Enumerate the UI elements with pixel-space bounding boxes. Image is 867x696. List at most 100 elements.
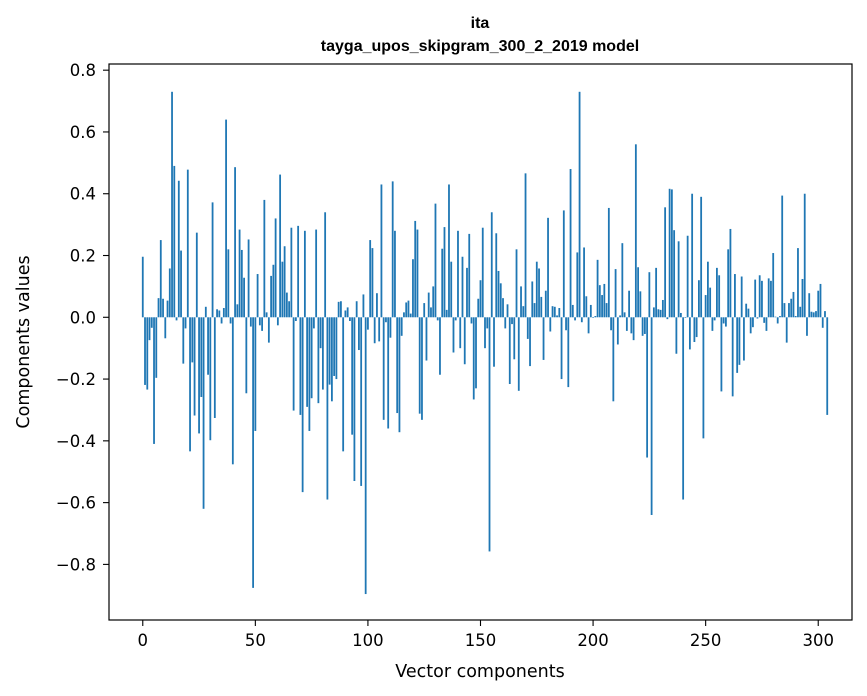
bar <box>562 210 565 318</box>
bar <box>168 268 171 318</box>
bar <box>207 317 209 375</box>
bar <box>598 285 601 318</box>
bar <box>711 317 714 331</box>
bar <box>583 247 585 318</box>
bar <box>553 306 556 318</box>
bar <box>700 196 703 318</box>
bar <box>376 293 378 318</box>
bar <box>517 317 520 391</box>
bar <box>229 317 232 324</box>
bar <box>450 261 453 318</box>
bar <box>790 298 793 318</box>
bar <box>729 228 732 318</box>
bar <box>468 233 471 318</box>
bar <box>364 317 367 595</box>
chart-title: ita <box>471 15 490 32</box>
bar <box>821 317 824 328</box>
bar <box>234 167 236 318</box>
bar <box>285 292 288 318</box>
bar <box>459 317 462 349</box>
y-tick-label: 0.4 <box>70 185 96 204</box>
bar <box>153 317 155 444</box>
bar <box>765 317 768 331</box>
y-tick-label: −0.6 <box>56 494 96 513</box>
bar <box>551 306 554 318</box>
x-tick-label: 250 <box>690 631 722 650</box>
bar <box>218 310 221 318</box>
bar <box>373 317 376 344</box>
bar <box>292 317 295 411</box>
bar <box>745 303 748 318</box>
bar <box>479 280 482 318</box>
bar <box>702 317 705 439</box>
bar <box>166 300 169 318</box>
bar <box>252 317 254 588</box>
bar <box>677 241 680 318</box>
bar <box>279 174 282 318</box>
bar <box>592 317 594 318</box>
bar <box>238 229 241 318</box>
bar <box>508 317 511 385</box>
bar <box>675 317 678 354</box>
bar <box>815 311 817 318</box>
y-tick-label: 0.8 <box>70 61 96 80</box>
x-axis-label: Vector components <box>395 662 564 682</box>
bar <box>806 317 808 336</box>
bar <box>416 229 419 318</box>
bar <box>743 317 745 361</box>
bar <box>824 311 826 318</box>
bar <box>673 230 676 318</box>
bar <box>369 240 372 318</box>
bar <box>785 317 788 343</box>
bar <box>594 316 597 318</box>
bar <box>396 317 399 414</box>
bar <box>776 317 779 324</box>
bar <box>274 218 277 318</box>
bar <box>231 317 234 465</box>
bar <box>362 294 365 318</box>
bar <box>380 184 383 318</box>
bar <box>668 188 671 318</box>
bar <box>682 317 685 500</box>
x-tick-label: 50 <box>245 631 266 650</box>
bar <box>344 310 347 318</box>
bar <box>349 317 351 321</box>
bar <box>495 233 498 318</box>
bar <box>425 317 428 361</box>
bar <box>191 317 194 363</box>
bar <box>504 317 507 329</box>
bar <box>540 296 543 318</box>
bar <box>779 316 781 318</box>
bar <box>227 249 230 318</box>
bar <box>457 230 459 318</box>
bar <box>427 292 430 318</box>
bar <box>484 317 486 349</box>
bar <box>216 309 218 318</box>
bar <box>189 317 191 452</box>
bar <box>761 280 763 318</box>
bar <box>578 91 581 318</box>
bar <box>538 268 540 318</box>
bar <box>337 301 340 318</box>
x-tick-label: 150 <box>465 631 497 650</box>
bar <box>256 274 259 318</box>
bar <box>303 230 306 318</box>
bar <box>367 317 369 330</box>
x-axis-ticks: 0 50 100 150 200 250 300 <box>138 620 834 650</box>
bar <box>182 317 185 364</box>
bar <box>148 317 151 341</box>
bar <box>452 317 455 353</box>
bar <box>616 317 619 345</box>
bar <box>443 227 446 318</box>
bar <box>290 227 293 318</box>
bar <box>335 317 338 380</box>
x-tick-label: 300 <box>802 631 834 650</box>
bar <box>177 180 180 318</box>
bar <box>490 212 493 318</box>
bar <box>353 317 356 481</box>
bar <box>319 317 322 349</box>
bar <box>718 275 721 318</box>
bar <box>436 317 439 321</box>
y-tick-label: −0.8 <box>56 555 96 574</box>
